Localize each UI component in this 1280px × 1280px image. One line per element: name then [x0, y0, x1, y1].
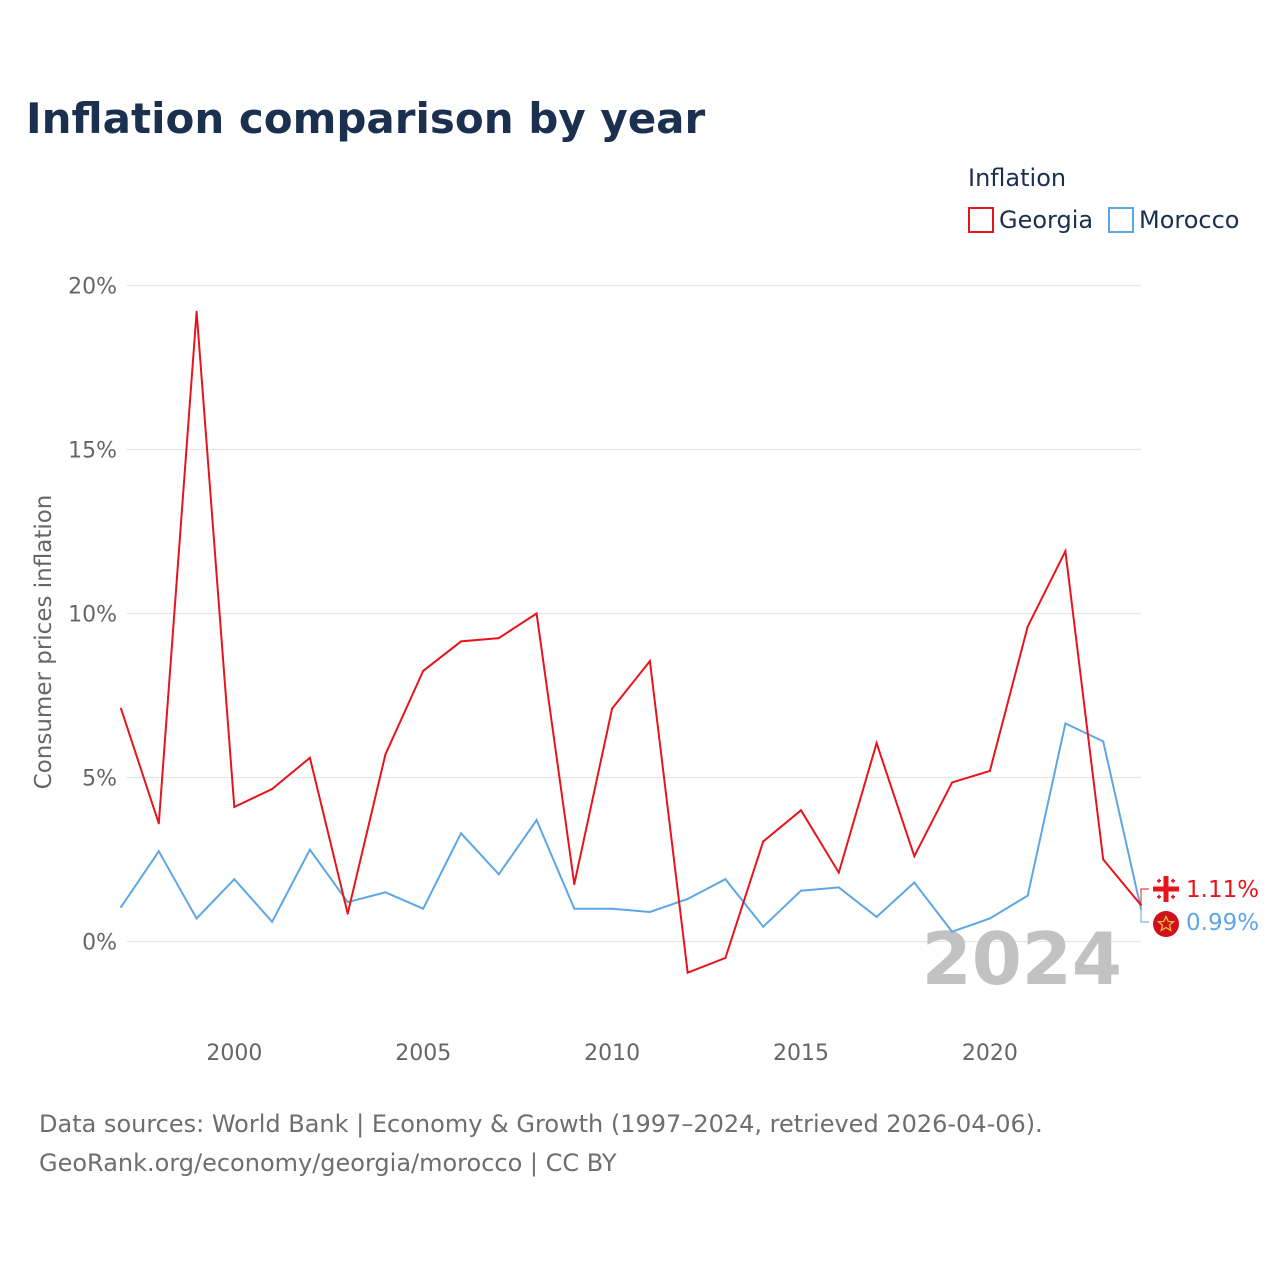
y-tick-label: 5% — [82, 767, 117, 792]
legend: Inflation Georgia Morocco — [968, 164, 1240, 234]
x-tick-label: 2020 — [962, 1041, 1018, 1066]
data-point-morocco-2009[interactable] — [573, 907, 576, 910]
data-point-georgia-2004[interactable] — [384, 753, 387, 756]
georgia-flag-icon — [1153, 876, 1179, 902]
legend-label-morocco: Morocco — [1139, 206, 1240, 234]
data-point-georgia-2014[interactable] — [762, 840, 765, 843]
data-point-georgia-2021[interactable] — [1026, 625, 1029, 628]
data-point-morocco-2017[interactable] — [875, 915, 878, 918]
data-point-georgia-2020[interactable] — [988, 769, 991, 772]
data-point-georgia-2010[interactable] — [611, 707, 614, 710]
end-label-morocco: 0.99% — [1186, 910, 1259, 936]
y-axis-label: Consumer prices inflation — [31, 495, 57, 790]
data-point-georgia-2012[interactable] — [686, 971, 689, 974]
source-link[interactable]: GeoRank.org/economy/georgia/morocco | CC… — [39, 1149, 617, 1177]
data-point-morocco-2010[interactable] — [611, 907, 614, 910]
data-point-morocco-2019[interactable] — [951, 930, 954, 933]
data-point-georgia-2019[interactable] — [951, 781, 954, 784]
y-tick-label: 0% — [82, 931, 117, 956]
data-points — [120, 310, 1142, 974]
data-point-georgia-2011[interactable] — [648, 660, 651, 663]
data-point-morocco-2005[interactable] — [422, 907, 425, 910]
data-point-georgia-2023[interactable] — [1102, 858, 1105, 861]
data-point-georgia-2013[interactable] — [724, 956, 727, 959]
data-point-morocco-2001[interactable] — [271, 920, 274, 923]
data-point-georgia-2005[interactable] — [422, 669, 425, 672]
data-point-morocco-1998[interactable] — [157, 850, 160, 853]
morocco-flag-icon — [1153, 911, 1179, 937]
source-text: Data sources: World Bank | Economy & Gro… — [39, 1110, 1043, 1138]
data-point-morocco-2011[interactable] — [648, 910, 651, 913]
data-point-morocco-2020[interactable] — [988, 917, 991, 920]
data-point-morocco-2021[interactable] — [1026, 894, 1029, 897]
data-point-georgia-2016[interactable] — [837, 871, 840, 874]
data-point-georgia-1999[interactable] — [195, 310, 198, 313]
data-point-georgia-2017[interactable] — [875, 742, 878, 745]
data-point-georgia-2018[interactable] — [913, 855, 916, 858]
data-point-georgia-2015[interactable] — [800, 809, 802, 812]
data-point-morocco-1997[interactable] — [120, 906, 122, 909]
data-point-morocco-1999[interactable] — [195, 917, 198, 920]
data-point-morocco-2022[interactable] — [1064, 722, 1067, 725]
end-connector-morocco — [1140, 905, 1149, 923]
gridlines — [127, 284, 1141, 943]
data-point-morocco-2023[interactable] — [1102, 740, 1105, 743]
y-tick-label: 20% — [68, 275, 117, 300]
chart-title: Inflation comparison by year — [26, 94, 706, 143]
data-point-morocco-2012[interactable] — [686, 897, 689, 900]
data-point-georgia-2000[interactable] — [233, 806, 236, 809]
end-connector-georgia — [1140, 888, 1149, 904]
x-tick-label: 2000 — [206, 1041, 262, 1066]
legend-item-morocco[interactable]: Morocco — [1108, 206, 1240, 234]
data-point-morocco-2006[interactable] — [460, 832, 462, 835]
data-point-georgia-2003[interactable] — [346, 912, 349, 915]
series-line-morocco — [120, 721, 1142, 933]
x-tick-label: 2015 — [773, 1041, 829, 1066]
data-point-morocco-2014[interactable] — [762, 925, 765, 928]
data-point-morocco-2008[interactable] — [535, 819, 538, 822]
data-point-georgia-2022[interactable] — [1064, 550, 1067, 553]
series-line-georgia — [120, 311, 1142, 975]
end-label-georgia: 1.11% — [1186, 877, 1259, 903]
data-point-morocco-2015[interactable] — [800, 889, 802, 892]
legend-title: Inflation — [968, 164, 1066, 192]
data-point-georgia-2002[interactable] — [308, 756, 311, 759]
data-point-morocco-2000[interactable] — [233, 878, 236, 881]
x-tick-label: 2005 — [395, 1041, 451, 1066]
data-point-morocco-2018[interactable] — [913, 881, 916, 884]
data-point-georgia-2007[interactable] — [497, 637, 500, 640]
data-point-georgia-2006[interactable] — [460, 640, 462, 643]
data-point-morocco-2004[interactable] — [384, 891, 387, 894]
data-point-georgia-2009[interactable] — [573, 883, 576, 886]
data-point-georgia-2008[interactable] — [535, 612, 538, 615]
data-point-georgia-2001[interactable] — [271, 787, 274, 790]
y-tick-labels: 0% 5% 10% 15% 20% — [68, 275, 117, 956]
x-tick-label: 2010 — [584, 1041, 640, 1066]
data-point-morocco-2003[interactable] — [346, 901, 349, 904]
data-point-georgia-1998[interactable] — [157, 822, 160, 825]
y-tick-label: 15% — [68, 439, 117, 464]
data-point-morocco-2013[interactable] — [724, 878, 727, 881]
data-point-morocco-2007[interactable] — [497, 873, 500, 876]
data-point-morocco-2002[interactable] — [308, 848, 311, 851]
x-tick-labels: 2000 2005 2010 2015 2020 — [206, 1041, 1018, 1066]
legend-item-georgia[interactable]: Georgia — [968, 206, 1093, 234]
legend-label-georgia: Georgia — [999, 206, 1093, 234]
legend-swatch-georgia — [968, 207, 994, 233]
data-point-morocco-2016[interactable] — [837, 886, 840, 889]
legend-swatch-morocco — [1108, 207, 1134, 233]
data-point-georgia-1997[interactable] — [120, 707, 122, 710]
y-tick-label: 10% — [68, 603, 117, 628]
